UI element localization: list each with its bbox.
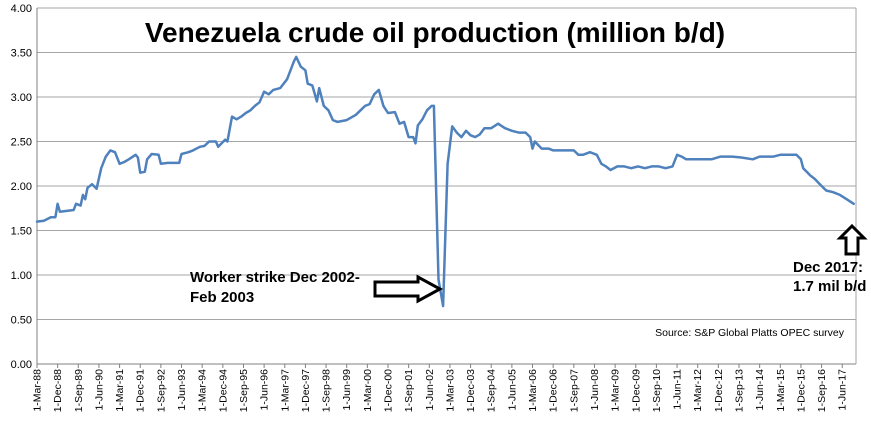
x-tick-label: 1-Dec-12: [713, 369, 725, 412]
x-tick-label: 1-Dec-88: [52, 369, 64, 412]
y-tick-label: 4.00: [11, 3, 32, 15]
x-tick-label: 1-Jun-11: [672, 369, 684, 410]
x-tick-label: 1-Dec-91: [135, 369, 147, 412]
y-tick-label: 1.00: [11, 270, 32, 282]
x-tick-label: 1-Mar-15: [775, 369, 787, 412]
x-tick-label: 1-Dec-09: [630, 369, 642, 412]
x-tick-label: 1-Jun-90: [93, 369, 105, 411]
y-tick-label: 3.00: [11, 92, 32, 104]
x-tick-label: 1-Sep-98: [321, 369, 333, 412]
x-tick-label: 1-Sep-07: [568, 369, 580, 412]
x-tick-label: 1-Jun-96: [259, 369, 271, 411]
x-tick-label: 1-Mar-94: [197, 369, 209, 412]
x-tick-label: 1-Jun-02: [424, 369, 436, 411]
right-arrow-icon: [373, 274, 444, 304]
series-line-0: [35, 55, 855, 308]
x-tick-label: 1-Dec-03: [465, 369, 477, 412]
y-tick-label: 3.50: [11, 48, 32, 60]
x-tick-label: 1-Dec-94: [217, 369, 229, 412]
x-tick-label: 1-Mar-03: [444, 369, 456, 412]
chart-title: Venezuela crude oil production (million …: [145, 17, 725, 48]
y-tick-label: 0.50: [11, 315, 32, 327]
dec2017-annotation-line2: 1.7 mil b/d: [793, 278, 866, 295]
x-tick-label: 1-Sep-01: [403, 369, 415, 412]
x-tick-label: 1-Sep-04: [486, 369, 498, 412]
x-tick-label: 1-Jun-99: [341, 369, 353, 411]
x-tick-label: 1-Mar-06: [527, 369, 539, 412]
x-tick-label: 1-Sep-13: [734, 369, 746, 412]
x-tick-label: 1-Dec-15: [795, 369, 807, 412]
x-tick-label: 1-Mar-97: [279, 369, 291, 412]
x-tick-label: 1-Sep-95: [238, 369, 250, 412]
x-tick-label: 1-Sep-92: [155, 369, 167, 412]
x-tick-label: 1-Mar-88: [32, 369, 44, 412]
series-group: [35, 55, 855, 308]
x-tick-label: 1-Mar-09: [610, 369, 622, 412]
strike-annotation-line1: Worker strike Dec 2002-: [190, 269, 360, 286]
x-tick-label: 1-Jun-17: [837, 369, 849, 411]
x-tick-label: 1-Mar-12: [692, 369, 704, 412]
x-tick-label: 1-Dec-97: [300, 369, 312, 412]
y-tick-label: 2.00: [11, 181, 32, 193]
x-tick-label: 1-Dec-06: [548, 369, 560, 412]
x-tick-label: 1-Jun-14: [754, 369, 766, 411]
y-tick-labels: 0.00 0.50 1.00 1.50 2.00 2.50 3.00 3.50 4.00: [11, 3, 32, 371]
x-tick-label: 1-Mar-91: [114, 369, 126, 412]
x-tick-label: 1-Sep-16: [816, 369, 828, 412]
x-tick-label: 1-Jun-05: [506, 369, 518, 411]
strike-annotation-line2: Feb 2003: [190, 289, 254, 306]
x-tick-label: 1-Jun-08: [589, 369, 601, 411]
y-tick-label: 1.50: [11, 226, 32, 238]
x-tick-label: 1-Jun-93: [176, 369, 188, 411]
x-tick-labels: 1-Mar-88 1-Dec-88 1-Sep-89 1-Jun-90 1-Mar-91…: [32, 364, 849, 412]
x-tick-label: 1-Mar-00: [362, 369, 374, 412]
up-arrow-icon: [836, 223, 868, 256]
x-tick-label: 1-Sep-89: [73, 369, 85, 412]
x-tick-label: 1-Sep-10: [651, 369, 663, 412]
source-note: Source: S&P Global Platts OPEC survey: [655, 327, 845, 339]
x-tick-label: 1-Dec-00: [383, 369, 395, 412]
y-tick-label: 2.50: [11, 137, 32, 149]
dec2017-annotation-line1: Dec 2017:: [793, 259, 863, 276]
y-tick-label: 0.00: [11, 359, 32, 371]
